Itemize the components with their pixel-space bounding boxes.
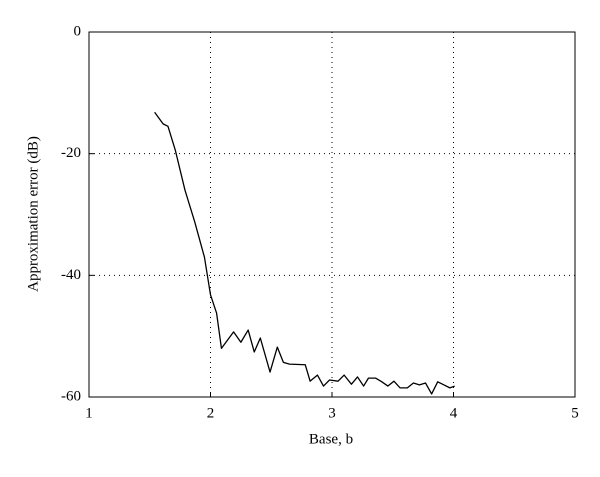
x-tick-label: 1 xyxy=(85,405,93,421)
x-tick-label: 5 xyxy=(571,405,579,421)
y-tick-label: -20 xyxy=(61,145,81,161)
data-line xyxy=(154,111,455,395)
y-tick-label: -60 xyxy=(61,388,81,404)
x-tick-label: 4 xyxy=(450,405,458,421)
y-axis-label: Approximation error (dB) xyxy=(25,136,41,292)
y-tick-label: 0 xyxy=(74,23,82,39)
x-tick-label: 3 xyxy=(328,405,336,421)
x-axis-label: Base, b xyxy=(309,431,353,447)
x-tick-label: 2 xyxy=(207,405,215,421)
y-tick-label: -40 xyxy=(61,267,81,283)
